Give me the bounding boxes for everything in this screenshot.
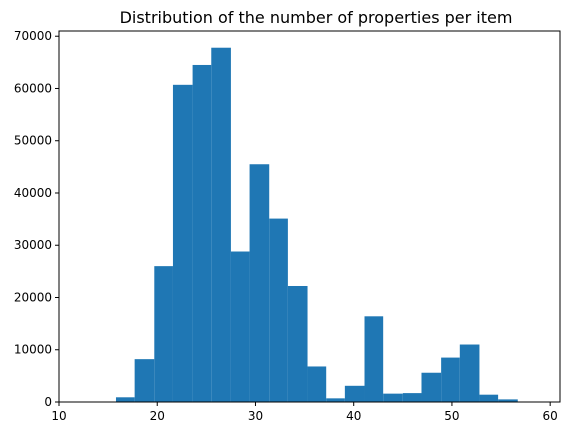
histogram-bar-16 xyxy=(421,372,442,402)
histogram-bar-5 xyxy=(211,47,231,402)
plot-frame xyxy=(58,30,561,403)
histogram-bar-2 xyxy=(154,266,173,402)
histogram-bar-3 xyxy=(172,84,193,402)
x-tick-label-4: 50 xyxy=(444,409,459,423)
y-tick-label-1: 10000 xyxy=(14,343,52,357)
histogram-bar-0 xyxy=(115,397,135,402)
histogram-bar-13 xyxy=(364,316,384,402)
histogram-bar-17 xyxy=(441,357,460,402)
y-tick-label-0: 0 xyxy=(44,395,52,409)
x-axis: 10 20 30 40 50 60 xyxy=(51,402,558,423)
histogram-bar-9 xyxy=(287,285,308,402)
x-tick-label-2: 30 xyxy=(248,409,263,423)
histogram-bar-18 xyxy=(459,344,480,402)
histogram-bar-6 xyxy=(230,251,250,402)
histogram-bar-1 xyxy=(134,359,155,402)
histogram-bar-14 xyxy=(383,393,403,402)
y-tick-label-6: 60000 xyxy=(14,81,52,95)
y-tick-label-2: 20000 xyxy=(14,290,52,304)
histogram-bar-4 xyxy=(192,64,212,403)
chart-title: Distribution of the number of properties… xyxy=(120,8,513,27)
x-tick-label-5: 60 xyxy=(543,409,558,423)
bars-layer xyxy=(115,47,518,403)
histogram-bar-10 xyxy=(307,366,327,402)
histogram-bar-19 xyxy=(479,394,499,402)
histogram-bar-12 xyxy=(344,385,365,402)
y-tick-label-3: 30000 xyxy=(14,238,52,252)
histogram-bar-8 xyxy=(269,218,288,402)
y-tick-label-4: 40000 xyxy=(14,186,52,200)
y-axis: 0 10000 20000 30000 40000 50000 60000 70000 xyxy=(14,29,59,409)
x-tick-label-0: 10 xyxy=(51,409,66,423)
histogram-bar-15 xyxy=(402,393,422,402)
x-tick-label-1: 20 xyxy=(150,409,165,423)
x-tick-label-3: 40 xyxy=(346,409,361,423)
y-tick-label-7: 70000 xyxy=(14,29,52,43)
histogram-bar-20 xyxy=(498,399,518,402)
histogram-bar-7 xyxy=(249,164,270,402)
y-tick-label-5: 50000 xyxy=(14,134,52,148)
histogram-bar-11 xyxy=(326,398,345,402)
